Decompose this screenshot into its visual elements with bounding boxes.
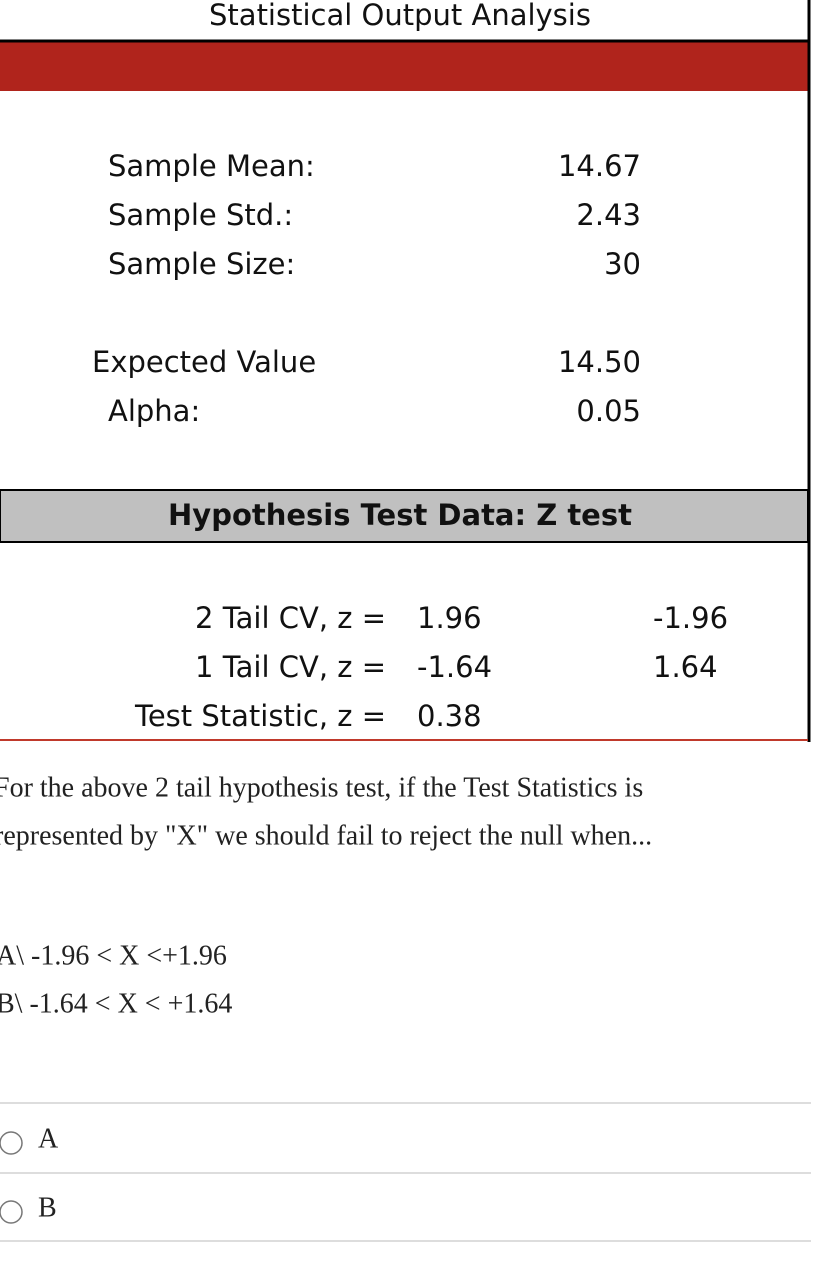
- test-value: 1.64: [653, 650, 718, 684]
- stat-value: 30: [604, 247, 641, 281]
- stat-label: Sample Size:: [108, 247, 295, 281]
- stat-label: Sample Std.:: [108, 198, 293, 232]
- radio[interactable]: [0, 1131, 23, 1155]
- stat-label: Alpha:: [108, 394, 200, 428]
- option-text: B\ -1.64 < X < +1.64: [0, 988, 232, 1019]
- red-band: [0, 42, 808, 91]
- test-value: -1.96: [653, 601, 728, 635]
- radio-choice[interactable]: B: [0, 1192, 57, 1224]
- stat-value: 14.67: [558, 149, 641, 183]
- test-value: 0.38: [417, 699, 482, 733]
- section-band: [0, 489, 809, 543]
- stat-label: Expected Value: [92, 345, 316, 379]
- question-line: For the above 2 tail hypothesis test, if…: [0, 772, 643, 803]
- test-value: 1.96: [417, 601, 482, 635]
- option-text: A\ -1.96 < X <+1.96: [0, 940, 227, 971]
- test-label: Test Statistic, z =: [134, 699, 386, 733]
- radio[interactable]: [0, 1200, 23, 1224]
- radio-choice[interactable]: A: [0, 1123, 59, 1155]
- test-label: 2 Tail CV, z =: [195, 601, 386, 635]
- stat-value: 0.05: [576, 394, 641, 428]
- choice-label[interactable]: A: [38, 1123, 59, 1154]
- stat-label: Sample Mean:: [108, 149, 315, 183]
- question-line: represented by "X" we should fail to rej…: [0, 820, 652, 851]
- sheet-title: Statistical Output Analysis: [209, 0, 591, 32]
- test-label: 1 Tail CV, z =: [195, 650, 386, 684]
- stat-value: 2.43: [576, 198, 641, 232]
- test-value: -1.64: [417, 650, 492, 684]
- choice-label[interactable]: B: [38, 1192, 57, 1223]
- section-title: Hypothesis Test Data: Z test: [168, 498, 632, 532]
- stat-value: 14.50: [558, 345, 641, 379]
